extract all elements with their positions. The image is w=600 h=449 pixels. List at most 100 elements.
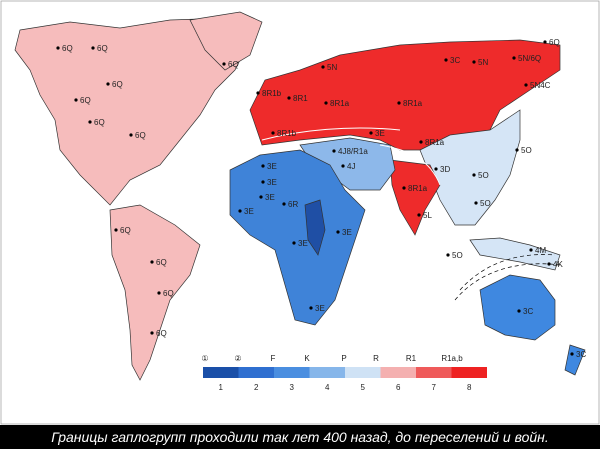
- site-dot: [512, 56, 516, 60]
- legend-group: ①: [201, 354, 208, 363]
- haplogroup-label: 3E: [267, 162, 277, 171]
- site-dot: [157, 291, 161, 295]
- haplogroup-label: 3E: [342, 228, 352, 237]
- site-dot: [369, 131, 373, 135]
- haplogroup-label: 5N: [478, 58, 488, 67]
- haplogroup-label: 6Q: [80, 96, 91, 105]
- legend-group: R: [373, 354, 379, 363]
- boundary-lines: [261, 127, 441, 186]
- haplogroup-label: 6Q: [62, 44, 73, 53]
- site-dot: [397, 101, 401, 105]
- site-dot: [543, 40, 547, 44]
- haplogroup-label: 8R1b: [262, 89, 282, 98]
- site-dot: [474, 201, 478, 205]
- site-dot: [287, 96, 291, 100]
- site-dot: [292, 241, 296, 245]
- legend-class: 8: [467, 383, 472, 392]
- site-dot: [324, 101, 328, 105]
- site-dot: [444, 58, 448, 62]
- legend-class: 4: [325, 383, 330, 392]
- site-dot: [150, 260, 154, 264]
- haplogroup-label: 3C: [450, 56, 460, 65]
- haplogroup-label: 5L: [423, 211, 432, 220]
- site-dot: [417, 213, 421, 217]
- legend-class: 1: [218, 383, 223, 392]
- site-dot: [106, 82, 110, 86]
- haplogroup-label: 5O: [480, 199, 491, 208]
- legend-class: 2: [254, 383, 259, 392]
- site-dot: [91, 46, 95, 50]
- australia: [479, 274, 556, 341]
- site-dot: [309, 306, 313, 310]
- site-dot: [74, 98, 78, 102]
- legend-swatch: [416, 367, 452, 378]
- legend-group: P: [341, 354, 346, 363]
- south-america: [109, 204, 201, 381]
- site-dot: [434, 167, 438, 171]
- haplogroup-label: 3C: [523, 307, 533, 316]
- site-dot: [472, 60, 476, 64]
- legend-group: R1: [406, 354, 417, 363]
- legend-group: F: [271, 354, 276, 363]
- caption: Границы гаплогрупп проходили так лет 400…: [0, 425, 600, 449]
- legend-swatch: [238, 367, 274, 378]
- africa: [229, 149, 366, 326]
- haplogroup-label: 6R: [288, 200, 298, 209]
- haplogroup-label: 3E: [315, 304, 325, 313]
- haplogroup-label: 5N4C: [530, 81, 551, 90]
- haplogroup-label: 4M: [535, 246, 546, 255]
- haplogroup-label: 3C: [576, 350, 586, 359]
- haplogroup-label: 4J8/R1a: [338, 147, 368, 156]
- islands: [469, 237, 561, 271]
- site-dot: [570, 352, 574, 356]
- haplogroup-label: 3E: [265, 193, 275, 202]
- haplogroup-label: 3E: [244, 207, 254, 216]
- haplogroup-label: 8R1a: [330, 99, 350, 108]
- dashed-border: [454, 254, 561, 301]
- greenland: [189, 11, 263, 71]
- site-dot: [336, 230, 340, 234]
- site-dot: [256, 91, 260, 95]
- haplogroup-label: 5O: [521, 146, 532, 155]
- haplogroup-label: 6Q: [135, 131, 146, 140]
- site-dot: [114, 228, 118, 232]
- legend-group: R1a,b: [441, 354, 463, 363]
- site-dot: [150, 331, 154, 335]
- haplogroup-label: 3E: [375, 129, 385, 138]
- site-dot: [419, 140, 423, 144]
- legend-swatch: [380, 367, 416, 378]
- site-dot: [547, 262, 551, 266]
- legend-swatch: [451, 367, 487, 378]
- haplogroup-label: 8R1a: [425, 138, 445, 147]
- site-dot: [529, 248, 533, 252]
- site-dot: [56, 46, 60, 50]
- site-dot: [517, 309, 521, 313]
- site-dot: [515, 148, 519, 152]
- site-dot: [88, 120, 92, 124]
- haplogroup-label: 6Q: [156, 329, 167, 338]
- site-dot: [332, 149, 336, 153]
- legend-class: 3: [289, 383, 294, 392]
- haplogroup-label: 6Q: [97, 44, 108, 53]
- legend-class: 5: [360, 383, 365, 392]
- haplogroup-label: 3D: [440, 165, 450, 174]
- haplogroup-label: 6Q: [94, 118, 105, 127]
- legend-swatch: [309, 367, 345, 378]
- legend-swatch: [345, 367, 381, 378]
- site-dot: [261, 180, 265, 184]
- legend-swatch: [203, 367, 239, 378]
- haplogroup-label: 6Q: [156, 258, 167, 267]
- legend-group: K: [304, 354, 310, 363]
- legend-swatch: [274, 367, 310, 378]
- site-dot: [524, 83, 528, 87]
- site-dot: [129, 133, 133, 137]
- haplogroup-label: 6Q: [163, 289, 174, 298]
- site-dot: [259, 195, 263, 199]
- site-dot: [261, 164, 265, 168]
- india: [389, 159, 441, 236]
- haplogroup-label: 3E: [298, 239, 308, 248]
- haplogroup-label: 5O: [452, 251, 463, 260]
- legend-class: 6: [396, 383, 401, 392]
